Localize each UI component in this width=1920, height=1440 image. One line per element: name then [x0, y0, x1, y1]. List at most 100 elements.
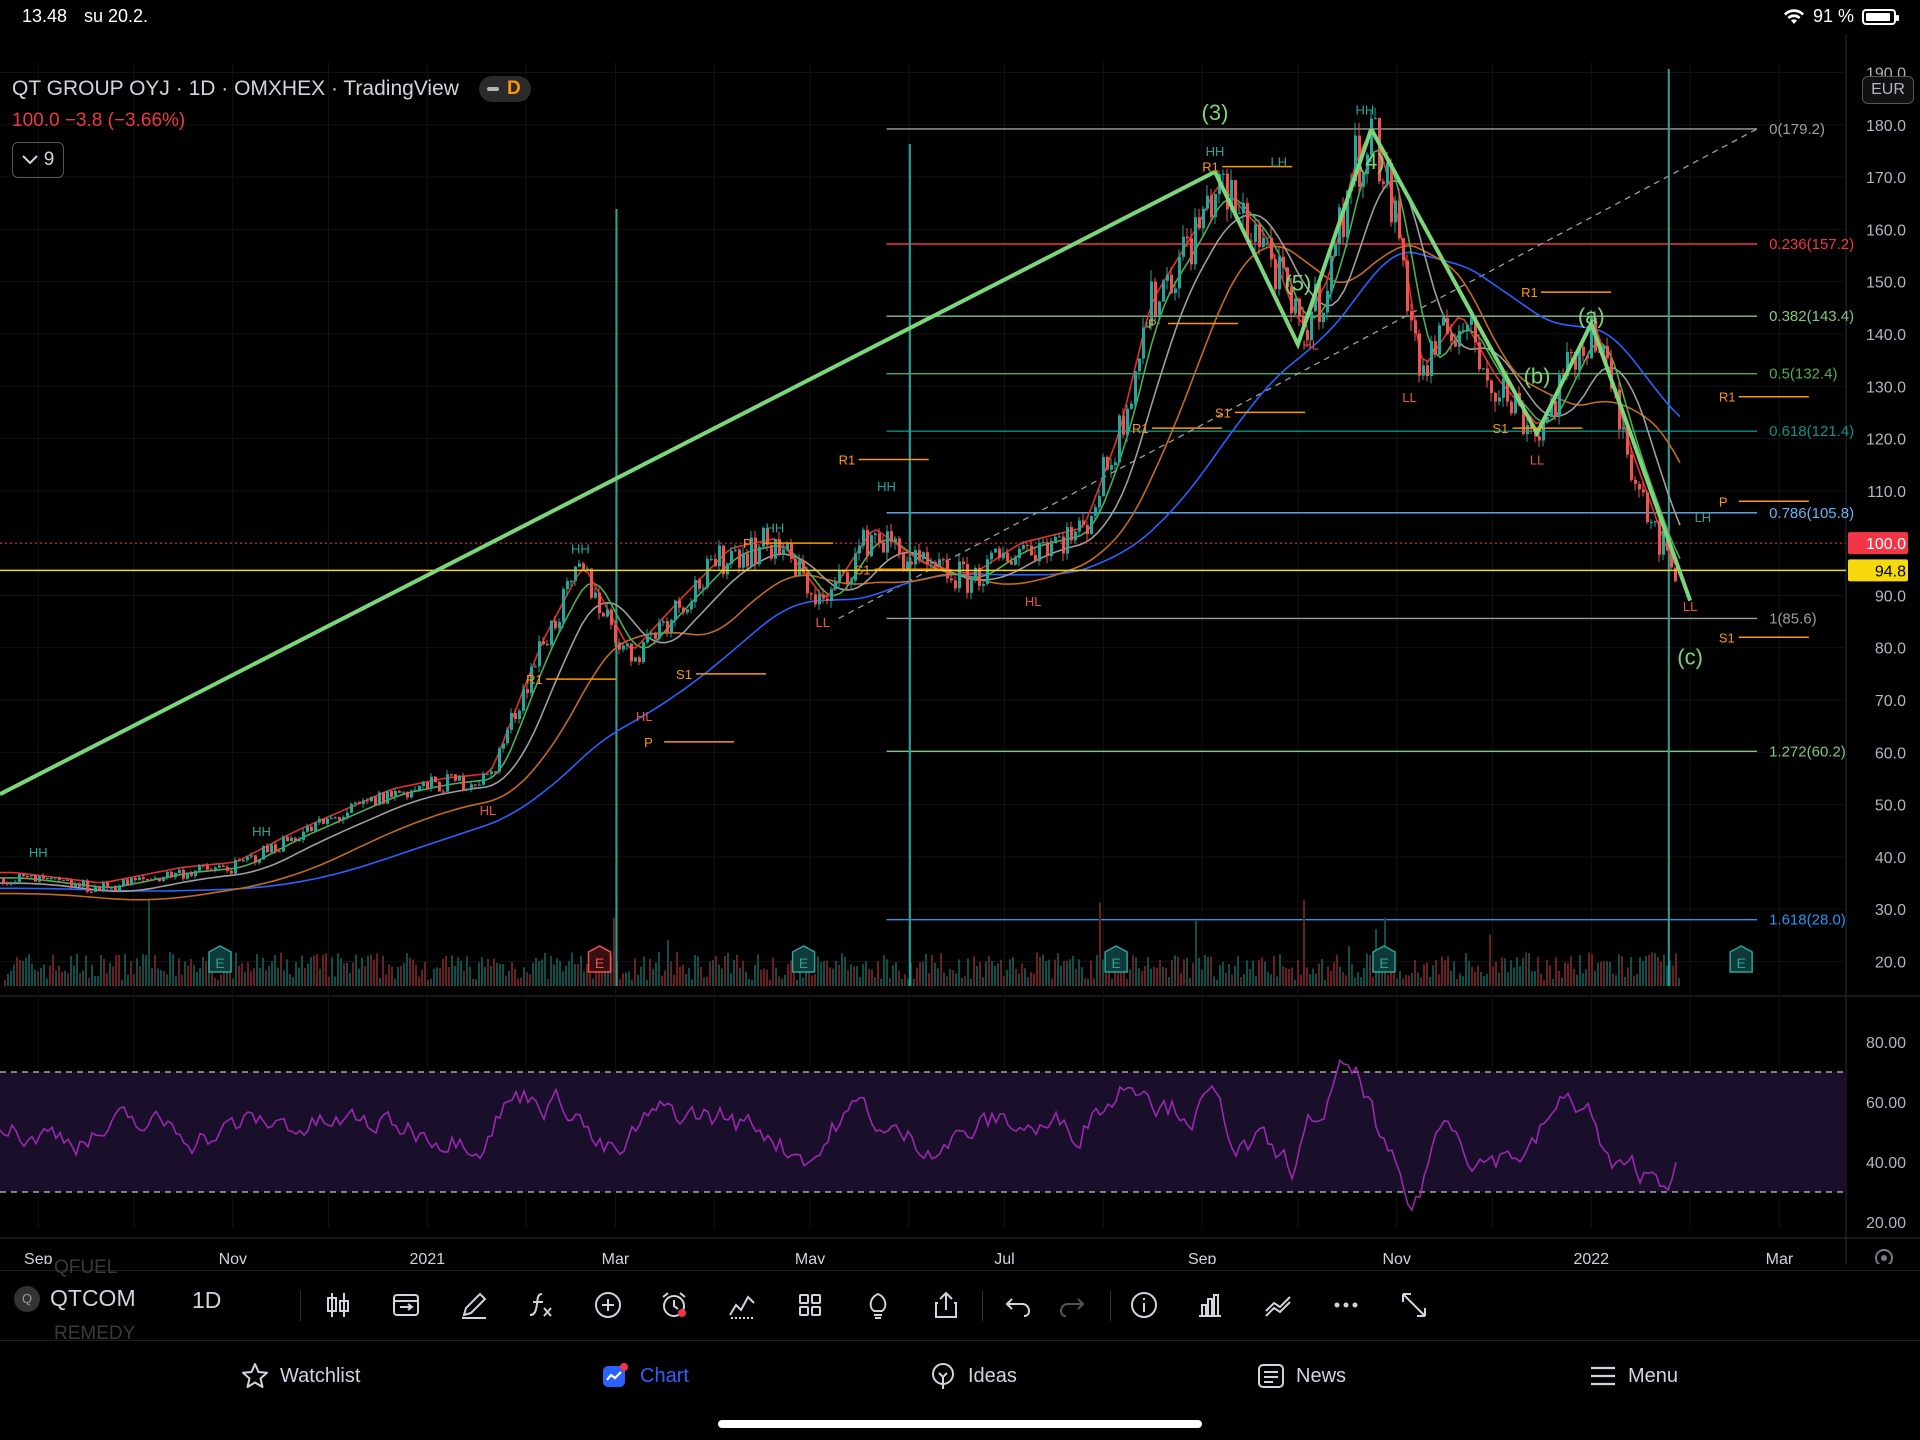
tab-news[interactable]: News [1256, 1361, 1346, 1391]
indicators-toggle[interactable]: 9 [12, 142, 64, 178]
settings-gear-icon[interactable] [1875, 1249, 1893, 1264]
volume-bar [571, 952, 573, 986]
compare-icon[interactable] [386, 1285, 426, 1325]
candle-body [118, 886, 121, 891]
candle-body [622, 645, 625, 650]
candle-body [1270, 237, 1273, 260]
candle-body [642, 642, 645, 663]
volume-bar [13, 964, 15, 986]
volume-bar [628, 971, 630, 986]
candle-body [1318, 283, 1321, 323]
volume-bar [829, 967, 831, 986]
more-icon[interactable] [1326, 1285, 1366, 1325]
structure-label: HL [636, 709, 653, 724]
undo-icon[interactable] [998, 1285, 1038, 1325]
candle-body [10, 883, 13, 885]
candles-icon[interactable] [318, 1285, 358, 1325]
symbol-ticker[interactable]: QTCOM [50, 1285, 136, 1311]
currency-button[interactable]: EUR [1862, 76, 1914, 104]
volume-bar [1615, 975, 1617, 986]
volume-bar [1321, 959, 1323, 986]
candle-body [754, 537, 757, 565]
candle-body [1058, 536, 1061, 538]
alert-icon[interactable] [654, 1285, 694, 1325]
candle-body [1134, 371, 1137, 404]
candle-body [1394, 200, 1397, 223]
candle-body [1462, 330, 1465, 332]
add-icon[interactable] [588, 1285, 628, 1325]
candle-body [1202, 208, 1205, 229]
volume-bar [1054, 959, 1056, 986]
tab-watchlist[interactable]: Watchlist [240, 1361, 360, 1391]
volume-bar [784, 974, 786, 986]
volume-bar [715, 955, 717, 986]
chart-canvas[interactable]: 190.0180.0170.0160.0150.0140.0130.0120.0… [0, 34, 1920, 1264]
price-change: 100.0 −3.8 (−3.66%) [12, 110, 186, 131]
volume-bar [184, 961, 186, 986]
candle-body [58, 877, 61, 880]
settings-gear-ring [1875, 1249, 1893, 1264]
line-price-badge [1848, 559, 1908, 582]
volume-bar [157, 968, 159, 986]
candle-body [1050, 540, 1053, 557]
ideas-bulb-icon[interactable] [858, 1285, 898, 1325]
volume-bar [1636, 974, 1638, 986]
volume-bar [10, 970, 12, 986]
volume-bar [1672, 965, 1674, 986]
volume-bar [271, 961, 273, 986]
candle-body [1330, 255, 1333, 291]
candle-body [826, 598, 829, 601]
time-axis-tick-8: 2022 [1573, 1251, 1609, 1264]
layout-icon[interactable] [790, 1285, 830, 1325]
tab-menu[interactable]: Menu [1588, 1361, 1678, 1391]
strategy-icon[interactable] [1258, 1285, 1298, 1325]
replay-icon[interactable] [722, 1285, 762, 1325]
financials-icon[interactable] [1190, 1285, 1230, 1325]
tab-ideas[interactable]: Ideas [928, 1361, 1017, 1391]
volume-bar [253, 968, 255, 986]
chart-area[interactable]: 190.0 180.0 170.0 160.0 150.0 140.0 130.0 120.0… [0, 34, 1920, 1264]
candle-body [806, 572, 809, 594]
volume-bar [943, 972, 945, 986]
candle-body [1566, 351, 1569, 377]
symbol-search[interactable]: Q QTCOM [14, 1285, 136, 1312]
candle-body [1082, 520, 1085, 526]
home-indicator[interactable] [718, 1420, 1202, 1428]
volume-bar [1519, 966, 1521, 986]
info-icon[interactable] [1124, 1285, 1164, 1325]
volume-bar [1354, 977, 1356, 986]
volume-bar [727, 952, 729, 986]
pivot-label: R1 [1132, 421, 1149, 436]
volume-bar [1528, 953, 1530, 986]
earnings-marker: E [587, 945, 612, 973]
volume-bar [469, 966, 471, 986]
volume-bar [1570, 956, 1572, 986]
share-icon[interactable] [926, 1285, 966, 1325]
volume-bar [232, 978, 234, 986]
candle-body [1086, 525, 1089, 534]
data-badge[interactable]: D [478, 76, 531, 102]
volume-bar [298, 967, 300, 986]
timeframe-button[interactable]: 1D [192, 1287, 222, 1313]
indicators-icon[interactable] [520, 1285, 560, 1325]
fullscreen-icon[interactable] [1394, 1285, 1434, 1325]
bulb-icon [932, 1363, 954, 1389]
earnings-marker: E [1729, 945, 1753, 973]
volume-bar [928, 973, 930, 986]
tab-chart[interactable]: Chart [600, 1361, 689, 1391]
draw-icon[interactable] [454, 1285, 494, 1325]
volume-bar [1159, 959, 1161, 986]
volume-bar [277, 967, 279, 986]
candle-body [858, 545, 861, 554]
candle-body [630, 643, 633, 662]
volume-spike [1667, 69, 1670, 986]
candle-body [850, 580, 853, 584]
candle-body [814, 594, 817, 605]
candle-body [1354, 135, 1357, 182]
symbol-title[interactable]: QT GROUP OYJ · 1D · OMXHEX · TradingView [12, 77, 459, 100]
candle-body [1498, 397, 1501, 402]
pivot-label: S1 [1492, 421, 1508, 436]
volume-bar [1123, 966, 1125, 986]
volume-bar [1540, 973, 1542, 986]
time-axis-tick-0: Sep [24, 1251, 53, 1264]
